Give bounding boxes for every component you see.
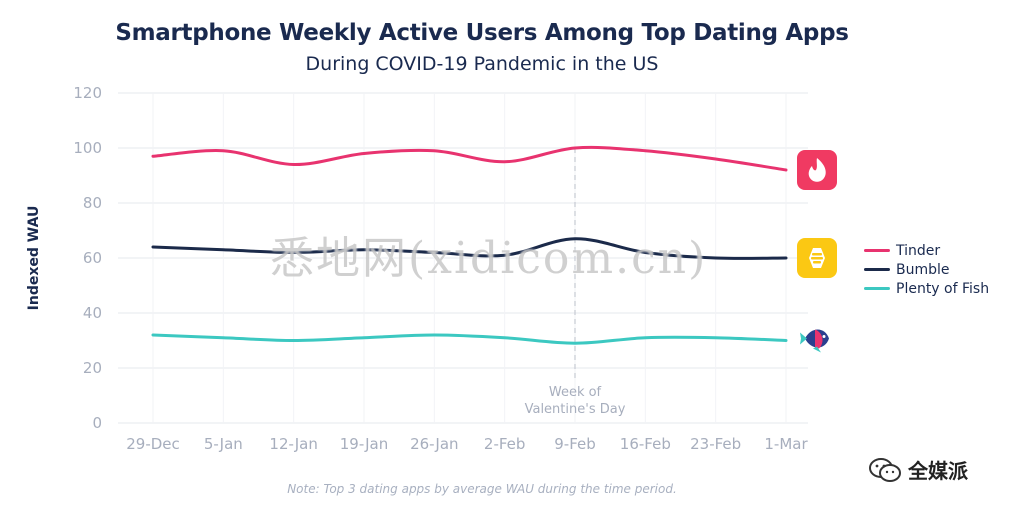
grid-layer xyxy=(118,92,808,424)
axis-layer: 0 20 40 60 80 100 120 29-Dec 5-Jan 12-Jan 19-Jan 26… xyxy=(73,84,808,453)
x-tick-label: 23-Feb xyxy=(690,435,741,453)
annotation-layer: Week of Valentine's Day xyxy=(525,148,626,417)
y-tick-label: 40 xyxy=(83,304,102,322)
legend-swatch-bumble xyxy=(864,268,890,271)
icon-layer xyxy=(797,150,837,353)
y-tick-label: 100 xyxy=(73,139,102,157)
legend-label-bumble: Bumble xyxy=(896,261,950,278)
chart-title: Smartphone Weekly Active Users Among Top… xyxy=(115,20,849,46)
legend-label-tinder: Tinder xyxy=(896,242,941,259)
bumble-bar-top xyxy=(812,253,822,256)
legend-item-tinder: Tinder xyxy=(864,241,989,260)
legend-swatch-plenty-of-fish xyxy=(864,287,890,290)
y-tick-label: 0 xyxy=(92,414,102,432)
chart-subtitle: During COVID-19 Pandemic in the US xyxy=(305,53,659,75)
series-line-tinder xyxy=(151,145,788,172)
legend: Tinder Bumble Plenty of Fish xyxy=(864,241,989,298)
brand-logo: 全媒派 xyxy=(868,455,968,484)
x-tick-label: 29-Dec xyxy=(126,435,180,453)
brand-text: 全媒派 xyxy=(908,459,968,483)
annotation-text: Week of xyxy=(549,385,602,400)
y-tick-label: 80 xyxy=(83,194,102,212)
x-tick-label: 9-Feb xyxy=(554,435,596,453)
bumble-bar-bottom xyxy=(813,261,821,264)
fish-stripe xyxy=(815,329,823,349)
series-line-plenty-of-fish xyxy=(151,333,788,345)
x-tick-label: 2-Feb xyxy=(484,435,526,453)
legend-item-bumble: Bumble xyxy=(864,260,989,279)
fish-fin xyxy=(813,346,821,353)
y-tick-label: 20 xyxy=(83,359,102,377)
bumble-icon xyxy=(797,238,837,278)
tinder-flame-shape xyxy=(808,158,826,182)
bumble-bar-mid xyxy=(811,257,823,260)
chart-note: Note: Top 3 dating apps by average WAU d… xyxy=(287,482,677,496)
y-tick-label: 60 xyxy=(83,249,102,267)
y-tick-label: 120 xyxy=(73,84,102,102)
y-axis-label: Indexed WAU xyxy=(26,206,42,311)
legend-item-plenty-of-fish: Plenty of Fish xyxy=(864,279,989,298)
x-tick-label: 19-Jan xyxy=(340,435,388,453)
wechat-icon xyxy=(869,457,901,482)
annotation-text: Valentine's Day xyxy=(525,402,626,417)
x-tick-label: 5-Jan xyxy=(204,435,243,453)
x-tick-label: 16-Feb xyxy=(620,435,671,453)
x-tick-label: 26-Jan xyxy=(410,435,458,453)
series-line-bumble xyxy=(151,237,788,260)
series-layer xyxy=(151,145,788,345)
plenty-of-fish-icon xyxy=(800,329,829,353)
tinder-flame-icon xyxy=(797,150,837,190)
legend-swatch-tinder xyxy=(864,249,890,252)
x-tick-label: 1-Mar xyxy=(764,435,808,453)
fish-tail xyxy=(800,332,807,345)
fish-eye xyxy=(822,335,826,338)
watermark-text: 悉地网(xidicom.cn) xyxy=(270,233,708,284)
legend-label-plenty-of-fish: Plenty of Fish xyxy=(896,280,990,297)
x-tick-label: 12-Jan xyxy=(269,435,317,453)
